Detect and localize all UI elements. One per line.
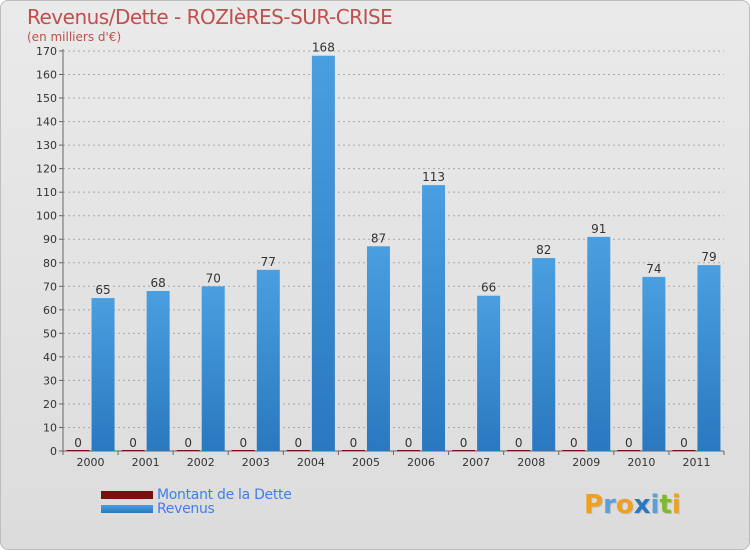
y-tick-label: 80 [43,257,57,270]
x-tick-label: 2004 [297,456,325,469]
x-tick-label: 2010 [627,456,655,469]
y-tick-label: 20 [43,398,57,411]
bar-dette [617,450,641,451]
y-tick-label: 120 [36,163,57,176]
bar-revenus [366,246,390,451]
bar-revenus [91,298,115,451]
data-label-revenus: 82 [536,243,551,257]
legend-label-dette: Montant de la Dette [157,487,292,503]
y-tick-label: 90 [43,233,57,246]
legend-item-revenus: Revenus [101,501,215,517]
bar-dette [176,450,200,451]
bar-revenus [422,185,446,451]
logo-letter: o [615,490,634,520]
logo-letter: r [603,490,616,520]
x-tick-label: 2003 [242,456,270,469]
data-label-revenus: 113 [422,170,445,184]
bar-dette [341,450,365,451]
bar-dette [562,450,586,451]
chart-title: Revenus/Dette - ROZIèRES-SUR-CRISE [27,5,393,29]
data-label-dette: 0 [625,436,633,450]
logo-letter: P [584,490,604,520]
y-tick-label: 10 [43,421,57,434]
y-axis-unit-label: (en milliers d'€) [27,30,122,44]
bar-dette [452,450,476,451]
bar-dette [121,450,145,451]
logo-letter: i [671,490,681,520]
x-tick-label: 2000 [77,456,105,469]
legend-label-revenus: Revenus [157,501,215,517]
x-tick-label: 2002 [187,456,215,469]
bar-revenus [146,291,170,451]
data-label-revenus: 168 [312,41,335,55]
bar-revenus [587,236,611,451]
y-tick-label: 40 [43,351,57,364]
data-label-dette: 0 [350,436,358,450]
x-tick-label: 2007 [462,456,490,469]
data-label-dette: 0 [295,436,303,450]
y-tick-label: 140 [36,116,57,129]
logo-letter: x [633,490,651,520]
bar-revenus [642,276,666,451]
y-tick-label: 160 [36,69,57,82]
data-label-revenus: 77 [261,255,276,269]
y-tick-label: 60 [43,304,57,317]
x-tick-label: 2008 [517,456,545,469]
bar-dette [286,450,310,451]
y-tick-label: 30 [43,374,57,387]
data-label-revenus: 74 [646,262,661,276]
data-label-revenus: 68 [150,276,165,290]
legend-item-dette: Montant de la Dette [101,487,292,503]
bar-dette [231,450,255,451]
y-tick-label: 70 [43,280,57,293]
y-tick-label: 170 [36,45,57,58]
bar-revenus [697,265,721,451]
x-tick-label: 2011 [682,456,710,469]
legend-swatch-revenus [101,505,153,513]
data-label-dette: 0 [239,436,247,450]
logo-letter: i [650,490,660,520]
y-tick-label: 130 [36,139,57,152]
legend-swatch-dette [101,491,153,499]
logo-letter: t [659,490,672,520]
data-label-dette: 0 [184,436,192,450]
x-tick-label: 2001 [132,456,160,469]
data-label-dette: 0 [460,436,468,450]
y-tick-label: 100 [36,210,57,223]
x-tick-label: 2006 [407,456,435,469]
data-label-dette: 0 [74,436,82,450]
data-label-dette: 0 [129,436,137,450]
data-label-revenus: 87 [371,231,386,245]
data-label-dette: 0 [680,436,688,450]
x-tick-label: 2005 [352,456,380,469]
data-label-revenus: 70 [206,271,221,285]
data-label-revenus: 65 [95,283,110,297]
bar-revenus [532,258,556,451]
bar-dette [397,450,421,451]
x-tick-label: 2009 [572,456,600,469]
data-label-dette: 0 [570,436,578,450]
data-label-revenus: 79 [701,250,716,264]
data-label-dette: 0 [515,436,523,450]
bar-dette [66,450,90,451]
bar-dette [507,450,531,451]
y-tick-label: 150 [36,92,57,105]
bar-revenus [256,269,280,451]
y-tick-label: 50 [43,327,57,340]
y-tick-label: 110 [36,186,57,199]
bar-revenus [311,55,335,452]
data-label-dette: 0 [405,436,413,450]
data-label-revenus: 66 [481,281,496,295]
proxiti-logo: Proxiti [584,490,681,520]
y-tick-label: 0 [50,445,57,458]
bar-revenus [477,295,501,451]
bar-dette [672,450,696,451]
data-label-revenus: 91 [591,222,606,236]
bar-revenus [201,286,225,451]
